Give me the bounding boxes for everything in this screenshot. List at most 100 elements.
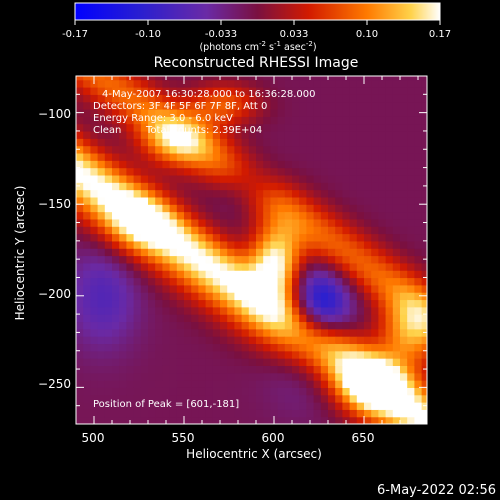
heatmap-cell <box>378 270 387 279</box>
heatmap-cell <box>97 204 106 213</box>
heatmap-cell <box>133 145 142 154</box>
heatmap-cell <box>328 233 336 242</box>
heatmap-cell <box>104 387 113 396</box>
heatmap-cell <box>364 409 372 418</box>
heatmap-cell <box>220 306 228 315</box>
heatmap-cell <box>407 277 415 286</box>
heatmap-cell <box>184 350 192 359</box>
heatmap-cell <box>133 211 142 220</box>
heatmap-cell <box>112 284 120 293</box>
heatmap-cell <box>220 416 228 424</box>
heatmap-cell <box>234 174 243 183</box>
heatmap-cell <box>119 336 127 345</box>
heatmap-cell <box>421 79 427 88</box>
heatmap-cell <box>191 314 199 323</box>
heatmap-cell <box>205 233 214 242</box>
heatmap-cell <box>155 321 163 330</box>
heatmap-cell <box>248 299 257 308</box>
heatmap-cell <box>220 152 228 161</box>
heatmap-cell <box>155 416 163 424</box>
heatmap-cell <box>306 299 315 308</box>
heatmap-cell <box>220 262 228 271</box>
heatmap-cell <box>263 248 271 257</box>
heatmap-cell <box>169 182 178 191</box>
heatmap-cell <box>126 160 135 169</box>
heatmap-cell <box>335 138 343 147</box>
heatmap-cell <box>292 365 300 374</box>
heatmap-cell <box>198 336 207 345</box>
heatmap-cell <box>378 226 387 235</box>
heatmap-cell <box>342 255 351 264</box>
heatmap-cell <box>392 116 401 125</box>
heatmap-cell <box>270 145 279 154</box>
heatmap-cell <box>133 160 142 169</box>
heatmap-cell <box>421 394 427 403</box>
heatmap-cell <box>349 94 358 103</box>
heatmap-cell <box>212 116 221 125</box>
heatmap-cell <box>306 321 315 330</box>
heatmap-cell <box>400 358 408 366</box>
heatmap-cell <box>392 101 401 110</box>
heatmap-cell <box>414 101 423 110</box>
heatmap-cell <box>126 284 135 293</box>
heatmap-cell <box>277 248 286 257</box>
heatmap-cell <box>356 211 365 220</box>
heatmap-cell <box>234 160 243 169</box>
heatmap-cell <box>112 101 120 110</box>
heatmap-cell <box>184 270 192 279</box>
heatmap-cell <box>104 189 113 198</box>
heatmap-cell <box>364 167 372 176</box>
heatmap-cell <box>140 350 149 359</box>
heatmap-cell <box>227 372 235 381</box>
heatmap-cell <box>292 394 300 403</box>
heatmap-cell <box>76 416 84 424</box>
y-tick-label-neg150: −150 <box>38 197 71 211</box>
heatmap-cell <box>299 314 307 323</box>
heatmap-cell <box>220 211 228 220</box>
heatmap-cell <box>270 292 279 301</box>
heatmap-cell <box>126 167 135 176</box>
heatmap-cell <box>90 101 99 110</box>
heatmap-cell <box>378 101 387 110</box>
heatmap-cell <box>349 270 358 279</box>
heatmap-cell <box>241 182 250 191</box>
heatmap-cell <box>400 86 408 95</box>
heatmap-cell <box>320 350 329 359</box>
heatmap-cell <box>407 394 415 403</box>
heatmap-cell <box>407 167 415 176</box>
heatmap-cell <box>119 248 127 257</box>
heatmap-cell <box>421 130 427 139</box>
heatmap-cell <box>248 101 257 110</box>
heatmap-cell <box>400 233 408 242</box>
heatmap-cell <box>140 130 149 139</box>
heatmap-cell <box>184 306 192 315</box>
heatmap-cell <box>241 211 250 220</box>
heatmap-cell <box>227 116 235 125</box>
heatmap-cell <box>320 314 329 323</box>
heatmap-cell <box>241 101 250 110</box>
heatmap-cell <box>112 240 120 249</box>
heatmap-cell <box>371 79 379 88</box>
heatmap-cell <box>248 123 257 132</box>
heatmap-cell <box>364 196 372 205</box>
heatmap-cell <box>220 116 228 125</box>
colorbar-tick-label-1: -0.10 <box>135 29 161 40</box>
heatmap-cell <box>371 343 379 352</box>
heatmap-cell <box>104 328 113 337</box>
heatmap-cell <box>140 101 149 110</box>
heatmap-cell <box>342 262 351 271</box>
heatmap-cell <box>241 189 250 198</box>
heatmap-cell <box>277 211 286 220</box>
heatmap-cell <box>277 372 286 381</box>
heatmap-cell <box>378 387 387 396</box>
heatmap-cell <box>256 79 264 88</box>
heatmap-cell <box>299 196 307 205</box>
heatmap-cell <box>313 152 322 161</box>
heatmap-cell <box>241 358 250 366</box>
heatmap-cell <box>169 174 178 183</box>
heatmap-cell <box>162 409 171 418</box>
heatmap-cell <box>191 94 199 103</box>
heatmap-cell <box>155 262 163 271</box>
heatmap-cell <box>234 94 243 103</box>
heatmap-cell <box>184 116 192 125</box>
